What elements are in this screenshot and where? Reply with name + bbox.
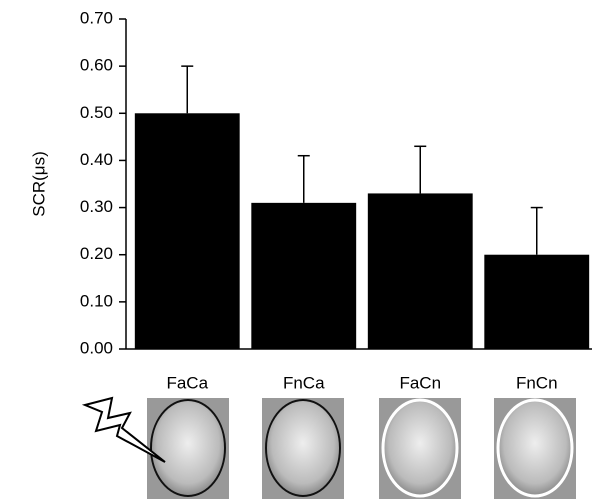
face [150,399,226,497]
face-images [81,396,576,499]
y-tick-label: 0.40 [80,150,113,169]
bar [367,193,473,349]
y-tick-label: 0.50 [80,103,113,122]
x-tick-label: FaCa [166,373,208,392]
x-tick-label: FaCn [399,373,441,392]
y-tick-label: 0.10 [80,291,113,310]
y-tick-label: 0.70 [80,8,113,27]
y-tick-label: 0.20 [80,244,113,263]
face [496,398,574,498]
x-tick-label: FnCn [516,373,558,392]
lightning-bolt [81,396,166,463]
bar [251,202,357,349]
y-tick-label: 0.30 [80,197,113,216]
y-axis-label: SCR(μs) [29,151,48,217]
face [265,399,341,497]
y-tick-label: 0.60 [80,56,113,75]
y-tick-label: 0.00 [80,338,113,357]
bar [134,113,240,350]
face [381,398,459,498]
bar [484,254,590,349]
x-tick-label: FnCa [283,373,325,392]
